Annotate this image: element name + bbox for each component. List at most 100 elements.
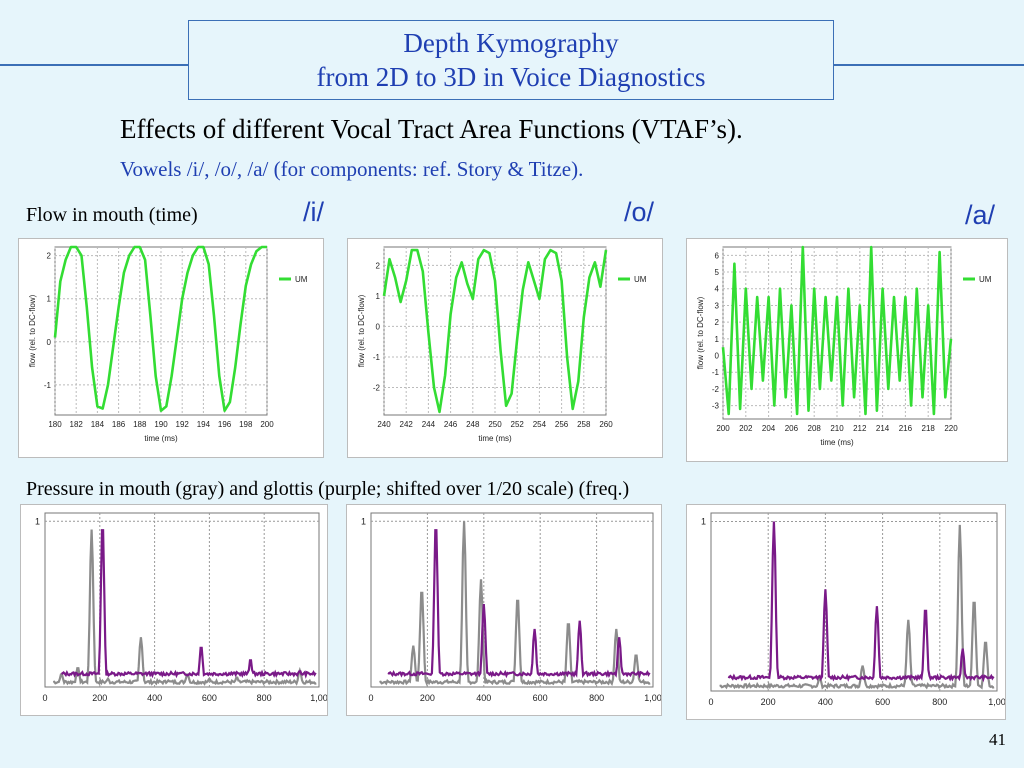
y-tick-label: -2 [712, 385, 720, 394]
flow-chart-i: 180 182 184 186 188 190 192 194 196 198 200 2 1 0 -1 ti… [18, 238, 324, 458]
y-tick-label: 1 [376, 292, 381, 301]
y-tick-label: -1 [44, 381, 52, 390]
x-tick-label: 212 [853, 424, 867, 433]
x-tick-label: 244 [422, 420, 436, 429]
x-tick-label: 258 [577, 420, 591, 429]
slide-heading: Effects of different Vocal Tract Area Fu… [120, 114, 743, 144]
y-tick-label: 0 [376, 322, 381, 331]
glottis-pressure-line [387, 529, 651, 679]
legend-label: UM [295, 275, 308, 284]
pressure-chart-i: 0 200 400 600 800 1,00 1 [20, 504, 328, 716]
plot-area [370, 512, 654, 688]
x-tick-label: 1,00 [644, 693, 661, 703]
x-tick-label: 200 [420, 693, 435, 703]
x-tick-label: 190 [154, 420, 168, 429]
y-tick-label: -3 [712, 402, 720, 411]
pressure-chart-a-svg: 0 200 400 600 800 1,00 1 [701, 512, 1005, 707]
pressure-chart-i-svg: 0 200 400 600 800 1,00 1 [35, 512, 327, 703]
y-tick-label: 2 [376, 261, 381, 270]
pressure-chart-o-svg: 0 200 400 600 800 1,00 1 [361, 512, 661, 703]
x-tick-label: 206 [785, 424, 799, 433]
y-tick-label: 2 [47, 252, 52, 261]
pressure-label: Pressure in mouth (gray) and glottis (pu… [26, 478, 630, 500]
x-tick-label: 200 [761, 697, 776, 707]
y-axis-label: flow (rel. to DC-flow) [696, 296, 705, 369]
x-tick-label: 0 [368, 693, 373, 703]
x-tick-label: 182 [70, 420, 84, 429]
y-tick-label: 1 [47, 295, 52, 304]
x-tick-label: 196 [218, 420, 232, 429]
x-tick-label: 1,00 [988, 697, 1005, 707]
x-axis-label: time (ms) [478, 434, 512, 443]
x-axis-label: time (ms) [144, 434, 178, 443]
y-tick-label: -1 [712, 368, 720, 377]
x-tick-label: 200 [92, 693, 107, 703]
x-tick-label: 214 [876, 424, 890, 433]
x-tick-label: 240 [377, 420, 391, 429]
y-tick-label: 1 [35, 516, 40, 526]
mouth-pressure-line [379, 521, 651, 687]
vowel-label-o: /o/ [624, 197, 655, 227]
y-tick-label: 2 [715, 318, 720, 327]
y-tick-label: 6 [715, 251, 720, 260]
y-tick-label: 1 [701, 516, 706, 526]
x-tick-label: 252 [511, 420, 525, 429]
x-tick-label: 800 [589, 693, 604, 703]
flow-chart-a: 200 202 204 206 208 210 212 214 216 218 220 6 5 4 3 2 1 0… [686, 238, 1008, 462]
x-tick-label: 400 [476, 693, 491, 703]
slide-subheading: Vowels /i/, /o/, /a/ (for components: re… [120, 157, 584, 181]
y-tick-label: 0 [715, 352, 720, 361]
x-tick-label: 194 [197, 420, 211, 429]
x-tick-label: 0 [42, 693, 47, 703]
x-axis-label: time (ms) [820, 438, 854, 447]
x-tick-label: 248 [466, 420, 480, 429]
flow-chart-o-svg: 240 242 244 246 248 250 252 254 256 258 260 2 1 0 -1 -2… [357, 246, 647, 443]
legend-label: UM [634, 275, 647, 284]
x-tick-label: 200 [260, 420, 274, 429]
x-tick-label: 198 [239, 420, 253, 429]
x-tick-label: 600 [875, 697, 890, 707]
x-tick-label: 204 [762, 424, 776, 433]
x-tick-label: 600 [202, 693, 217, 703]
flow-series-line [721, 245, 953, 416]
plot-area [44, 512, 320, 688]
vowel-label-a: /a/ [965, 200, 996, 230]
x-tick-label: 600 [533, 693, 548, 703]
x-tick-label: 800 [932, 697, 947, 707]
x-tick-label: 218 [922, 424, 936, 433]
x-tick-label: 180 [48, 420, 62, 429]
x-tick-label: 220 [944, 424, 958, 433]
legend-label: UM [979, 275, 992, 284]
y-axis-label: flow (rel. to DC-flow) [357, 294, 366, 367]
flow-label: Flow in mouth (time) [26, 204, 198, 226]
x-tick-label: 200 [716, 424, 730, 433]
x-tick-label: 0 [708, 697, 713, 707]
flow-series-line [53, 245, 267, 412]
y-tick-label: 0 [47, 338, 52, 347]
x-tick-label: 192 [176, 420, 190, 429]
x-tick-label: 260 [599, 420, 613, 429]
x-tick-label: 202 [739, 424, 753, 433]
y-tick-label: 1 [715, 335, 720, 344]
x-tick-label: 184 [91, 420, 105, 429]
mouth-pressure-line [719, 524, 995, 690]
y-tick-label: -2 [373, 384, 381, 393]
flow-series-line [382, 248, 608, 414]
x-tick-label: 1,00 [310, 693, 327, 703]
title-line-2: from 2D to 3D in Voice Diagnostics [316, 62, 706, 92]
y-axis-label: flow (rel. to DC-flow) [28, 294, 37, 367]
flow-chart-a-svg: 200 202 204 206 208 210 212 214 216 218 2206543210… [696, 245, 992, 447]
x-tick-label: 256 [555, 420, 569, 429]
x-tick-label: 254 [533, 420, 547, 429]
y-tick-label: 3 [715, 301, 720, 310]
x-tick-label: 400 [818, 697, 833, 707]
y-tick-label: -1 [373, 353, 381, 362]
title-rule-right [834, 64, 1024, 66]
glottis-pressure-line [60, 529, 317, 679]
x-tick-label: 186 [112, 420, 126, 429]
x-tick-label: 208 [808, 424, 822, 433]
title-rule-left [0, 64, 188, 66]
x-tick-label: 400 [147, 693, 162, 703]
x-tick-label: 216 [899, 424, 913, 433]
x-tick-label: 188 [133, 420, 147, 429]
